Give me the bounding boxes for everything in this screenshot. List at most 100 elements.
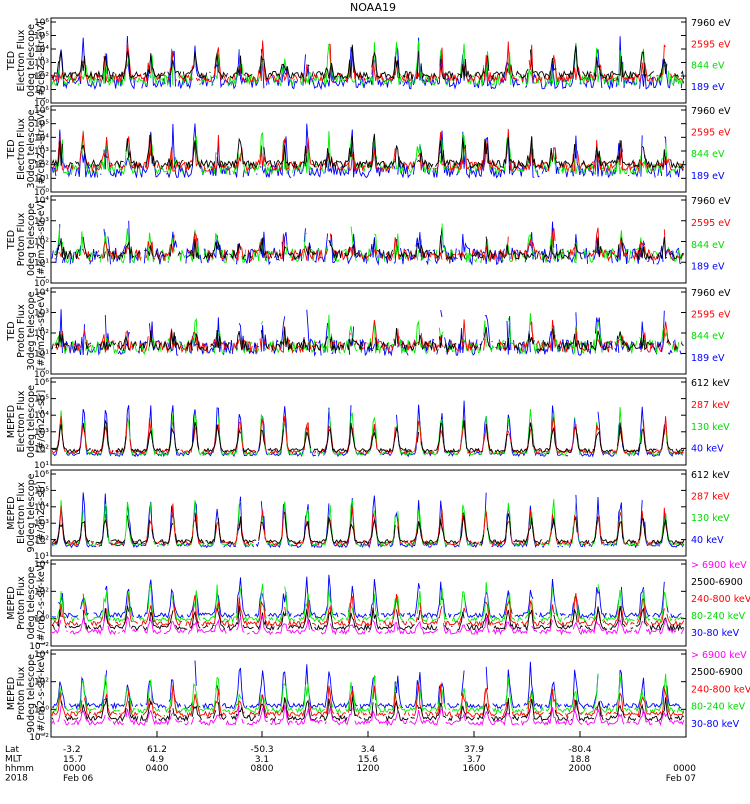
x-tick-hhmm-label: 1600 xyxy=(463,764,486,774)
legend-7960-eV: 7960 eV xyxy=(691,18,731,29)
panel-frame xyxy=(50,195,687,284)
x-tick-mlt-label: 3.1 xyxy=(255,755,269,765)
series-trace--6900-keV xyxy=(51,704,685,727)
y-tick-label: 10² xyxy=(34,678,49,688)
x-tick-mlt-label: 15.6 xyxy=(358,755,378,765)
y-tick-label: 10⁴ xyxy=(34,288,49,298)
panel-1-ylabel-line: TED xyxy=(6,51,17,71)
x-tick-hhmm-label: 1200 xyxy=(357,764,380,774)
y-tick-label: 10⁵ xyxy=(34,120,49,130)
panel-1-ylabel-line: 0deg telescope xyxy=(26,24,37,97)
series-trace-7960-eV xyxy=(51,327,684,352)
y-tick-label: 10⁶ xyxy=(34,106,49,116)
panel-frame xyxy=(50,469,687,557)
legend-30-80-keV: 30-80 keV xyxy=(691,719,740,730)
series-trace-7960-eV xyxy=(51,133,685,170)
y-tick-label: 10⁶ xyxy=(34,378,49,388)
y-tick-label: 10⁴ xyxy=(34,560,49,570)
y-tick-label: 10⁰ xyxy=(34,279,49,289)
y-tick-label: 10⁰ xyxy=(34,615,49,625)
series-trace-240-800-keV xyxy=(51,593,685,628)
panel-2-ylabel-line: 30deg telescope xyxy=(26,109,37,188)
panel-5: MEPED Electron Flux 0deg telescope [#/cm2-s… xyxy=(6,377,730,471)
y-tick-label: 10³ xyxy=(34,147,49,157)
x-tick-lat-label: -80.4 xyxy=(568,745,592,755)
y-tick-label: 10⁴ xyxy=(34,650,49,660)
panel-2-ylabel-line: [#/cm2-s-str-eV] xyxy=(36,110,47,189)
panel-3: TED Proton Flux 0deg telescope [#/cm2-s-str… xyxy=(6,195,731,289)
panel-8-ylabel-line: Proton Flux xyxy=(16,666,27,720)
panel-1: TED Electron Flux 0deg telescope [#/cm2-s-s… xyxy=(6,17,731,109)
panel-5-ylabel-line: Electron Flux xyxy=(16,390,27,452)
y-tick-label: 10³ xyxy=(34,217,49,227)
x-row-label: hhmm xyxy=(5,764,34,774)
panel-4: TED Proton Flux 30deg telescope [#/cm2-s-st… xyxy=(6,287,731,380)
y-tick-label: 10¹ xyxy=(34,174,49,184)
series-trace-612-keV xyxy=(51,511,685,545)
panel-4-ylabel-line: TED xyxy=(6,321,17,341)
y-tick-label: 10³ xyxy=(34,519,49,529)
series-trace-287-keV xyxy=(51,416,685,455)
panel-3-ylabel-line: Proton Flux xyxy=(16,212,27,266)
y-tick-label: 10⁵ xyxy=(34,395,49,405)
panel-6-ylabel-line: Electron Flux xyxy=(16,482,27,544)
x-tick-date-label: Feb 07 xyxy=(666,774,696,784)
y-tick-label: 10¹ xyxy=(34,258,49,268)
y-tick-label: 10¹ xyxy=(34,86,49,96)
legend-7960-eV: 7960 eV xyxy=(691,288,731,299)
series-trace--6900-keV xyxy=(51,615,685,636)
panel-2-ylabel-line: TED xyxy=(6,139,17,159)
x-tick-mlt-label: 3.7 xyxy=(467,755,481,765)
x-tick-hhmm-label: 0000 xyxy=(673,764,696,774)
panel-7-ylabel-line: Proton Flux xyxy=(16,576,27,630)
panel-8-ylabel-line: MEPED xyxy=(6,677,17,710)
legend-2595-eV: 2595 eV xyxy=(691,128,731,139)
x-tick-hhmm-label: 0800 xyxy=(251,764,274,774)
legend-287-keV: 287 keV xyxy=(691,400,730,411)
x-tick-mlt-label: 18.8 xyxy=(570,755,590,765)
x-row-label: MLT xyxy=(5,755,23,765)
panel-6-ylabel-line: [#/cm2-s-str] xyxy=(36,481,47,544)
legend-40-keV: 40 keV xyxy=(691,535,724,546)
x-tick-lat-label: -50.3 xyxy=(250,745,273,755)
x-tick-lat-label: 37.9 xyxy=(464,745,484,755)
x-row-label: 2018 xyxy=(5,774,28,784)
y-tick-label: 10⁵ xyxy=(34,486,49,496)
panel-7-ylabel-line: [#/cm2-s-str-keV] xyxy=(36,561,47,645)
legend-2595-eV: 2595 eV xyxy=(691,310,731,321)
y-tick-label: 10⁴ xyxy=(34,411,49,421)
y-tick-label: 10⁴ xyxy=(34,196,49,206)
panel-frame xyxy=(50,287,687,375)
x-tick-hhmm-label: 2000 xyxy=(569,764,592,774)
series-trace-7960-eV xyxy=(54,235,683,261)
series-trace-287-keV xyxy=(51,503,685,547)
y-tick-label: 10⁰ xyxy=(34,370,49,380)
y-tick-label: 10³ xyxy=(34,428,49,438)
y-tick-label: 10⁻² xyxy=(29,733,49,743)
legend-844-eV: 844 eV xyxy=(691,240,725,251)
legend-130-keV: 130 keV xyxy=(691,513,730,524)
legend-240-800-keV: 240-800 keV xyxy=(691,594,750,605)
panel-8: MEPED Proton Flux 90deg telescope [#/cm2-s-… xyxy=(6,649,750,743)
panel-4-ylabel-line: 30deg telescope xyxy=(26,291,37,370)
series-trace-30-80-keV xyxy=(52,575,684,618)
legend-2595-eV: 2595 eV xyxy=(691,39,731,50)
y-tick-label: 10⁵ xyxy=(34,32,49,42)
panel-frame xyxy=(50,559,687,647)
legend-189-eV: 189 eV xyxy=(691,353,725,364)
legend-7960-eV: 7960 eV xyxy=(691,106,731,117)
legend-189-eV: 189 eV xyxy=(691,262,725,273)
legend-80-240-keV: 80-240 keV xyxy=(691,611,746,622)
panel-8-ylabel-line: 90deg telescope xyxy=(26,654,37,733)
plot-title: NOAA19 xyxy=(350,1,396,14)
legend-189-eV: 189 eV xyxy=(691,82,725,93)
x-tick-lat-label: 3.4 xyxy=(361,745,376,755)
x-tick-lat-label: 61.2 xyxy=(147,745,167,755)
y-tick-label: 10⁰ xyxy=(34,99,49,109)
panel-1-ylabel-line: Electron Flux xyxy=(16,29,27,91)
y-tick-label: 10⁶ xyxy=(34,18,49,28)
legend-844-eV: 844 eV xyxy=(691,331,725,342)
series-trace-612-keV xyxy=(51,420,685,454)
